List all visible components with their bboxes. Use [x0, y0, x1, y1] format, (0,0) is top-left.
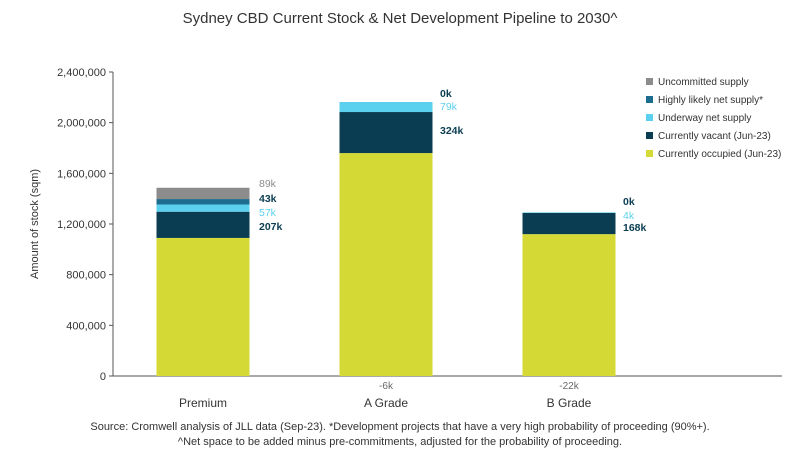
- y-tick-label: 400,000: [66, 320, 106, 332]
- below-axis-label: -6k: [379, 381, 394, 392]
- legend-label: Highly likely net supply*: [658, 95, 763, 106]
- legend-swatch: [646, 78, 653, 85]
- stacked-bar-chart: 0 400,000 800,000 1,200,000 1,600,000 2,000,0…: [29, 67, 782, 410]
- y-tick-label: 2,400,000: [57, 67, 106, 79]
- data-label: 168k: [623, 222, 647, 234]
- footnote: ^Net space to be added minus pre-commitm…: [177, 436, 623, 448]
- bar-segment: [156, 199, 250, 205]
- legend-label: Underway net supply: [658, 113, 751, 124]
- legend-label: Currently occupied (Jun-23): [658, 149, 781, 160]
- bar-segment: [339, 102, 433, 113]
- source-note: Source: Cromwell analysis of JLL data (S…: [90, 421, 710, 433]
- bar-segment: [156, 204, 250, 212]
- bar-segment: [339, 112, 433, 154]
- x-tick-label: A Grade: [364, 396, 408, 410]
- data-label: 89k: [259, 178, 277, 190]
- data-label: 0k: [440, 88, 452, 100]
- bar-segment: [156, 237, 250, 376]
- legend-swatch: [646, 114, 653, 121]
- legend-swatch: [646, 150, 653, 157]
- chart-title: Sydney CBD Current Stock & Net Developme…: [182, 10, 618, 27]
- data-label: 0k: [623, 196, 635, 208]
- x-tick-label: B Grade: [547, 396, 592, 410]
- bar-segment: [522, 212, 616, 213]
- data-label: 324k: [440, 125, 464, 137]
- bar-segment: [339, 153, 433, 376]
- legend-label: Currently vacant (Jun-23): [658, 131, 771, 142]
- data-label: 207k: [259, 221, 283, 233]
- bar-segment: [522, 212, 616, 235]
- y-tick-label: 2,000,000: [57, 118, 106, 130]
- bar-segment: [522, 234, 616, 376]
- y-tick-label: 800,000: [66, 270, 106, 282]
- legend-label: Uncommitted supply: [658, 77, 749, 88]
- y-axis-label: Amount of stock (sqm): [29, 169, 41, 279]
- data-label: 43k: [259, 193, 277, 205]
- data-label: 57k: [259, 207, 277, 219]
- y-tick-label: 0: [100, 371, 106, 383]
- data-label: 79k: [440, 101, 458, 113]
- data-label: 4k: [623, 210, 635, 222]
- y-tick-label: 1,600,000: [57, 168, 106, 180]
- y-tick-label: 1,200,000: [57, 219, 106, 231]
- bar-segment: [156, 211, 250, 238]
- x-tick-label: Premium: [179, 396, 227, 410]
- below-axis-label: -22k: [559, 381, 579, 392]
- bar-segment: [156, 187, 250, 200]
- legend-swatch: [646, 132, 653, 139]
- legend-swatch: [646, 96, 653, 103]
